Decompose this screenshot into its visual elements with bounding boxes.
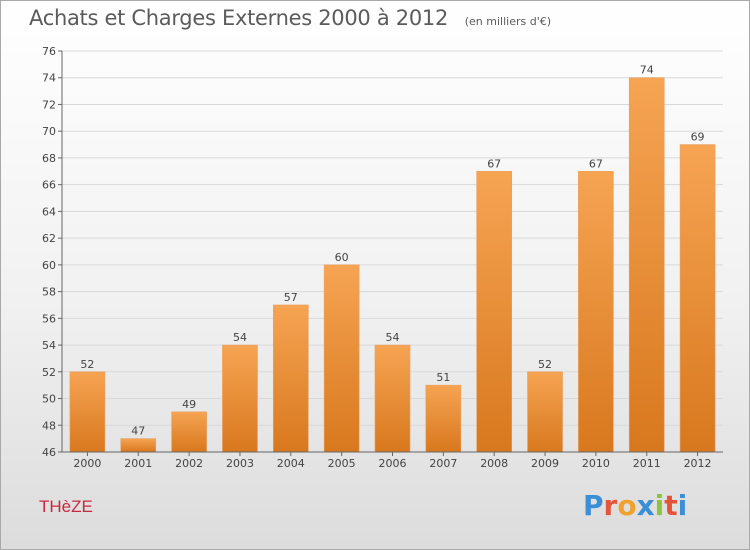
axis-layer: 46 48 50 52 54 56 58 60 62 64 66 68 70 72 74 76 xyxy=(42,45,723,459)
x-tick-label: 2012 xyxy=(684,457,712,470)
y-tick-label: 46 xyxy=(42,446,56,459)
brand-letter: t xyxy=(664,489,678,522)
x-tick-label: 2009 xyxy=(531,457,559,470)
chart-title: Achats et Charges Externes 2000 à 2012 (… xyxy=(29,6,551,30)
y-tick-label: 60 xyxy=(42,259,56,272)
label-layer: 52 2000 47 2001 49 2002 54 2003 57 2004 60 2005 54 20… xyxy=(73,64,711,470)
bar xyxy=(323,264,360,453)
x-tick-label: 2002 xyxy=(175,457,203,470)
bar xyxy=(628,77,665,453)
y-tick-label: 52 xyxy=(42,366,56,379)
x-tick-label: 2010 xyxy=(582,457,610,470)
brand-letter: r xyxy=(603,489,618,522)
x-tick-label: 2008 xyxy=(480,457,508,470)
y-tick-label: 58 xyxy=(42,286,56,299)
y-tick-label: 56 xyxy=(42,312,56,325)
chart-title-text: Achats et Charges Externes 2000 à 2012 xyxy=(29,6,449,30)
y-tick-label: 68 xyxy=(42,152,56,165)
bar-value-label: 52 xyxy=(538,358,552,371)
x-tick-label: 2004 xyxy=(277,457,305,470)
x-tick-label: 2005 xyxy=(328,457,356,470)
chart-unit: (en milliers d'€) xyxy=(464,15,552,28)
bar xyxy=(679,144,716,453)
y-tick-label: 54 xyxy=(42,339,56,352)
y-tick-label: 48 xyxy=(42,419,56,432)
bar-layer xyxy=(69,77,716,453)
y-tick-label: 70 xyxy=(42,125,56,138)
proxiti-logo: Proxiti xyxy=(583,489,687,522)
x-tick-label: 2003 xyxy=(226,457,254,470)
brand-letter: o xyxy=(617,489,637,522)
bar-value-label: 47 xyxy=(131,425,145,438)
bar-value-label: 60 xyxy=(335,251,349,264)
bar xyxy=(120,438,157,453)
y-tick-label: 66 xyxy=(42,179,56,192)
bar-value-label: 67 xyxy=(589,157,603,170)
bar-value-label: 74 xyxy=(640,64,654,77)
bar-value-label: 54 xyxy=(386,331,400,344)
bar-value-label: 51 xyxy=(436,371,450,384)
x-tick-label: 2000 xyxy=(73,457,101,470)
bar xyxy=(374,344,411,453)
bar-value-label: 69 xyxy=(691,131,705,144)
bar xyxy=(222,344,258,453)
y-tick-label: 50 xyxy=(42,393,56,406)
bar xyxy=(476,171,512,453)
y-tick-label: 64 xyxy=(42,205,56,218)
x-tick-label: 2007 xyxy=(429,457,457,470)
brand-letter: x xyxy=(636,489,655,522)
y-tick-label: 72 xyxy=(42,98,56,111)
bar xyxy=(425,384,462,453)
bar-value-label: 49 xyxy=(182,398,196,411)
bar xyxy=(69,371,106,453)
commune-name: THèZE xyxy=(39,497,93,516)
y-tick-label: 76 xyxy=(42,45,56,58)
x-tick-label: 2001 xyxy=(124,457,152,470)
bar xyxy=(578,171,614,453)
brand-letter: P xyxy=(583,489,604,522)
x-tick-label: 2006 xyxy=(379,457,407,470)
bar-value-label: 52 xyxy=(80,358,94,371)
bar-value-label: 67 xyxy=(487,157,501,170)
brand-letter: i xyxy=(654,489,665,522)
bar xyxy=(527,371,563,453)
y-tick-label: 74 xyxy=(42,72,56,85)
brand-letter: i xyxy=(677,489,688,522)
bar xyxy=(273,304,309,453)
bar-value-label: 54 xyxy=(233,331,247,344)
x-tick-label: 2011 xyxy=(633,457,661,470)
bar-value-label: 57 xyxy=(284,291,298,304)
bar xyxy=(171,411,207,453)
y-tick-label: 62 xyxy=(42,232,56,245)
